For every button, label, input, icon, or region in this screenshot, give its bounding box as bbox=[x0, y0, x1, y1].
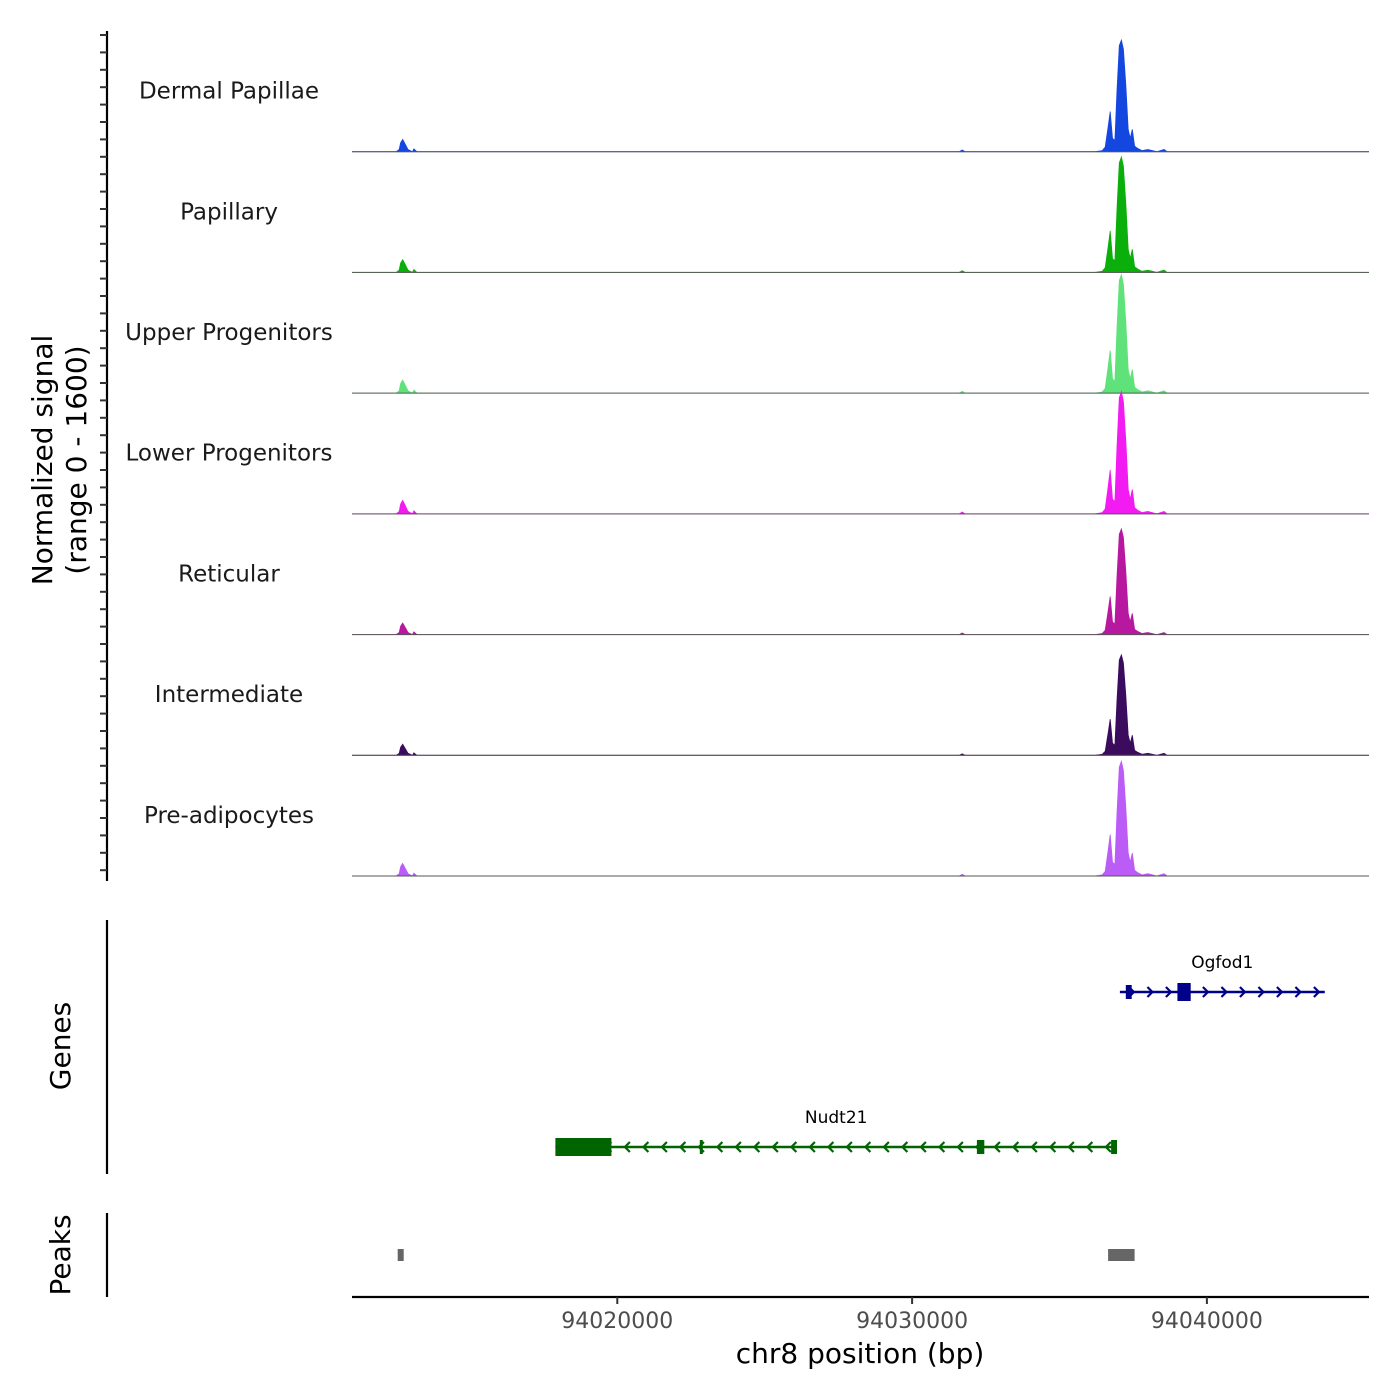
coverage-track: Intermediate bbox=[155, 653, 1369, 756]
strand-arrow bbox=[789, 1141, 798, 1153]
gene-model: Nudt21 bbox=[555, 1108, 1117, 1156]
strand-arrow bbox=[1313, 986, 1321, 998]
strand-arrow bbox=[1067, 1141, 1075, 1153]
strand-arrow bbox=[1165, 986, 1173, 998]
strand-arrow bbox=[919, 1141, 927, 1153]
track-label: Papillary bbox=[180, 199, 278, 225]
coverage-area bbox=[352, 759, 1369, 877]
strand-arrow bbox=[863, 1141, 872, 1153]
coverage-area bbox=[352, 155, 1369, 273]
strand-arrow bbox=[808, 1141, 816, 1153]
peaks-panel: Peaks bbox=[44, 1213, 1135, 1297]
strand-arrow bbox=[1146, 986, 1154, 998]
gene-exon bbox=[1125, 985, 1132, 999]
track-label: Intermediate bbox=[155, 682, 303, 708]
coverage-area bbox=[352, 273, 1369, 394]
strand-arrow bbox=[715, 1141, 724, 1153]
genes-panel: Genes Ogfod1 Nudt21 bbox=[44, 920, 1325, 1174]
y-axis-title: Normalized signal (range 0 - 1600) bbox=[26, 335, 93, 586]
peak-bar bbox=[397, 1249, 404, 1261]
gene-exon bbox=[976, 1140, 985, 1154]
peaks-track-title: Peaks bbox=[44, 1214, 77, 1295]
gene-exon bbox=[699, 1140, 703, 1154]
x-axis-ticks: 94020000 94030000 94040000 bbox=[561, 1297, 1263, 1334]
coverage-track: Pre-adipocytes bbox=[144, 759, 1369, 877]
x-axis: 94020000 94030000 94040000 chr8 position (… bbox=[352, 1295, 1369, 1370]
peak-regions bbox=[397, 1249, 1135, 1261]
coverage-track: Dermal Papillae bbox=[139, 38, 1369, 153]
coverage-area bbox=[352, 390, 1369, 515]
coverage-track: Papillary bbox=[180, 155, 1369, 273]
gene-label: Nudt21 bbox=[805, 1108, 868, 1128]
strand-arrow bbox=[678, 1141, 687, 1153]
y-axis-title-line2: (range 0 - 1600) bbox=[60, 345, 93, 574]
genes-track-title: Genes bbox=[44, 1002, 77, 1090]
track-label: Reticular bbox=[178, 562, 280, 588]
coverage-y-axis bbox=[100, 31, 109, 881]
coverage-track: Lower Progenitors bbox=[126, 390, 1369, 515]
coverage-tracks: Dermal Papillae Papillary Upper Progenitor… bbox=[125, 38, 1369, 877]
x-axis-title: chr8 position (bp) bbox=[736, 1337, 985, 1370]
strand-arrow bbox=[1220, 986, 1228, 998]
track-label: Lower Progenitors bbox=[126, 441, 333, 467]
strand-arrow bbox=[1085, 1141, 1094, 1153]
gene-exon bbox=[555, 1138, 612, 1156]
coverage-area bbox=[352, 38, 1369, 153]
strand-arrow bbox=[1276, 986, 1284, 998]
strand-arrow bbox=[937, 1141, 946, 1153]
strand-arrow bbox=[826, 1141, 835, 1153]
gene-models: Ogfod1 Nudt21 bbox=[555, 953, 1325, 1156]
strand-arrow bbox=[1030, 1141, 1038, 1153]
strand-arrow bbox=[956, 1141, 964, 1153]
strand-arrow bbox=[900, 1141, 909, 1153]
strand-arrow bbox=[993, 1141, 1001, 1153]
strand-arrow bbox=[660, 1141, 668, 1153]
strand-arrow bbox=[1104, 1141, 1112, 1153]
x-tick-label: 94020000 bbox=[561, 1309, 673, 1334]
x-tick-label: 94030000 bbox=[856, 1309, 968, 1334]
strand-arrow bbox=[752, 1141, 761, 1153]
strand-arrow bbox=[1239, 986, 1247, 998]
coverage-track: Upper Progenitors bbox=[125, 273, 1369, 394]
gene-model: Ogfod1 bbox=[1119, 953, 1325, 1001]
gene-exon bbox=[1177, 983, 1191, 1001]
strand-arrow bbox=[1257, 986, 1265, 998]
peak-bar bbox=[1108, 1249, 1135, 1261]
strand-arrow bbox=[1202, 986, 1210, 998]
strand-arrow bbox=[1048, 1141, 1057, 1153]
coverage-area bbox=[352, 527, 1369, 636]
strand-arrow bbox=[734, 1141, 742, 1153]
track-label: Upper Progenitors bbox=[125, 320, 333, 346]
coverage-area bbox=[352, 653, 1369, 756]
strand-arrow bbox=[845, 1141, 853, 1153]
track-label: Dermal Papillae bbox=[139, 79, 319, 105]
strand-arrow bbox=[641, 1141, 650, 1153]
strand-arrow bbox=[623, 1141, 631, 1153]
strand-arrow bbox=[882, 1141, 890, 1153]
coverage-track: Reticular bbox=[178, 527, 1369, 636]
x-tick-label: 94040000 bbox=[1151, 1309, 1263, 1334]
y-axis-title-line1: Normalized signal bbox=[26, 335, 59, 586]
strand-arrow bbox=[1294, 986, 1302, 998]
strand-arrow bbox=[771, 1141, 779, 1153]
strand-arrow bbox=[1011, 1141, 1020, 1153]
gene-label: Ogfod1 bbox=[1191, 953, 1253, 973]
track-label: Pre-adipocytes bbox=[144, 803, 314, 829]
gene-exon bbox=[1111, 1140, 1117, 1154]
